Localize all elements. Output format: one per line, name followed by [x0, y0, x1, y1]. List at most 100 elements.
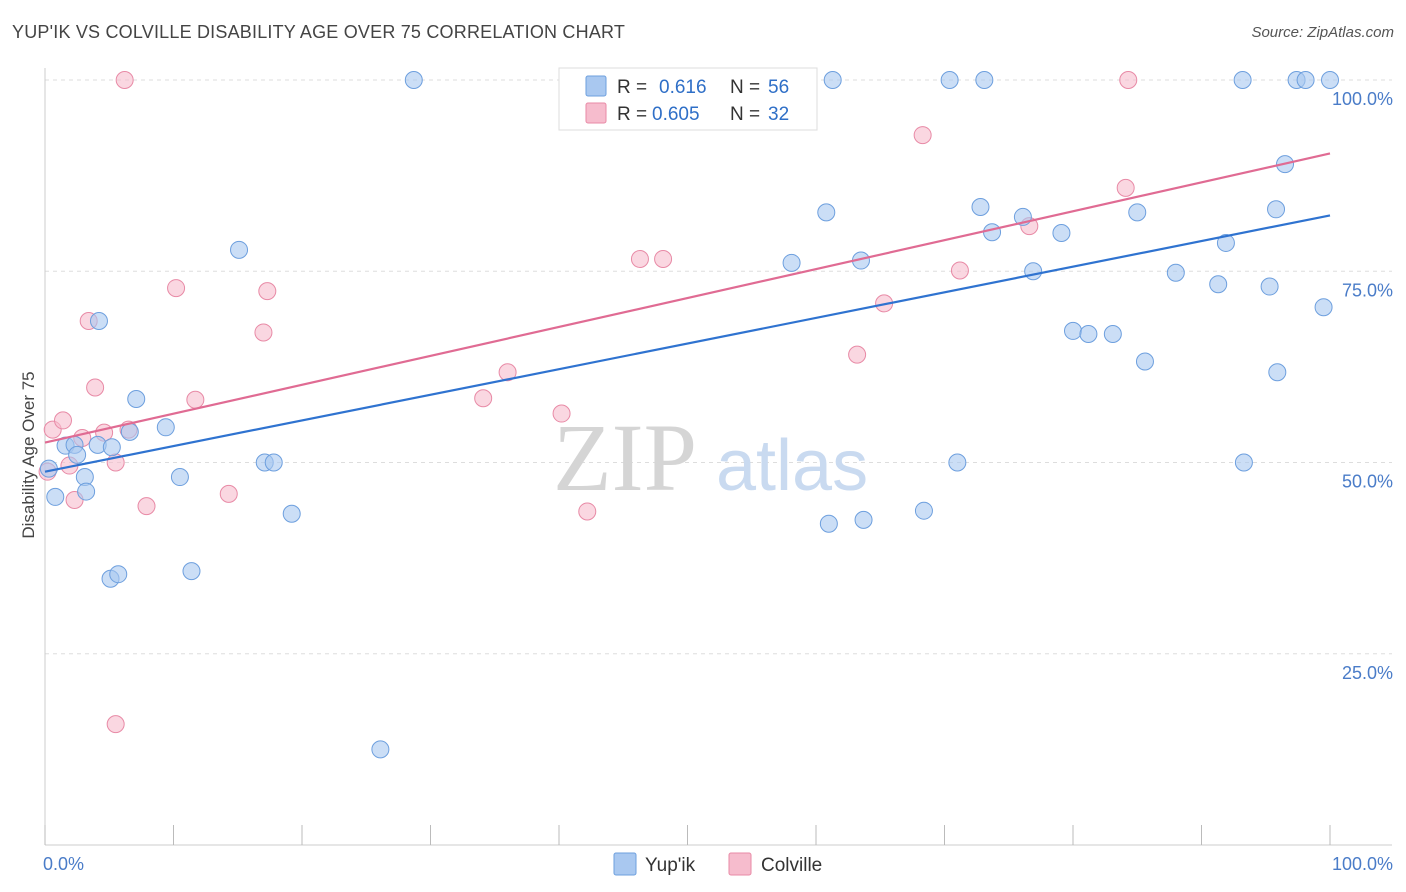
watermark: ZIP atlas: [553, 404, 868, 511]
legend-bottom-label-colville: Colville: [761, 855, 822, 876]
point-yupik: [282, 504, 301, 523]
point-colville: [137, 497, 156, 516]
chart-title: YUP'IK VS COLVILLE DISABILITY AGE OVER 7…: [12, 22, 626, 42]
point-yupik: [1234, 453, 1253, 472]
legend-n-value: 56: [768, 77, 789, 98]
point-colville: [498, 363, 517, 382]
point-colville: [53, 411, 72, 430]
trendlines: [44, 152, 1331, 473]
legend-r-value: 0.605: [652, 104, 700, 125]
trendline-colville: [44, 152, 1331, 444]
x-tick-labels: 0.0% 100.0%: [43, 854, 1393, 874]
point-yupik: [1260, 277, 1279, 296]
point-yupik: [1314, 298, 1333, 317]
y-tick-label: 75.0%: [1342, 280, 1393, 300]
point-yupik: [1233, 71, 1252, 89]
point-colville: [86, 378, 105, 397]
point-yupik: [1268, 363, 1287, 382]
points: [38, 71, 1339, 759]
point-yupik: [102, 438, 121, 457]
axes: [44, 68, 1392, 846]
point-yupik: [1128, 203, 1147, 222]
point-yupik: [971, 197, 990, 216]
point-colville: [106, 715, 125, 734]
point-colville: [848, 345, 867, 364]
point-colville: [950, 261, 969, 280]
point-yupik: [854, 510, 873, 529]
legend-r-value: 0.616: [659, 77, 707, 98]
point-colville: [1119, 71, 1138, 89]
source-credit: Source: ZipAtlas.com: [1251, 24, 1394, 41]
point-colville: [254, 323, 273, 342]
point-yupik: [1024, 262, 1043, 281]
legend-top: R = 0.616 N = 56 R = 0.605 N = 32: [558, 67, 818, 131]
point-yupik: [1052, 224, 1071, 242]
y-tick-labels: 100.0% 75.0% 50.0% 25.0%: [1332, 89, 1393, 683]
point-yupik: [819, 514, 838, 533]
watermark-atlas: atlas: [716, 426, 868, 506]
point-yupik: [1296, 71, 1315, 89]
point-yupik: [1135, 352, 1154, 371]
point-colville: [578, 502, 597, 521]
point-colville: [115, 71, 134, 89]
point-yupik: [817, 203, 836, 222]
point-yupik: [77, 482, 96, 501]
point-yupik: [404, 71, 423, 89]
legend-n-value: 32: [768, 104, 789, 125]
point-yupik: [170, 468, 189, 487]
point-yupik: [1267, 200, 1286, 219]
legend-n-label: N =: [730, 77, 760, 98]
point-colville: [630, 250, 649, 269]
point-yupik: [1103, 324, 1122, 343]
legend-n-label: N =: [730, 104, 760, 125]
point-yupik: [1216, 233, 1235, 252]
legend-bottom-swatch-colville: [728, 852, 752, 876]
point-yupik: [1209, 275, 1228, 294]
legend-bottom-label-yupik: Yup'ik: [645, 855, 696, 876]
legend-swatch-yupik: [585, 75, 607, 97]
point-yupik: [983, 223, 1002, 242]
point-colville: [167, 279, 186, 298]
watermark-zip: ZIP: [553, 404, 697, 511]
point-yupik: [109, 565, 128, 584]
trendline-yupik: [44, 214, 1331, 473]
point-yupik: [914, 501, 933, 520]
point-yupik: [975, 71, 994, 89]
point-yupik: [1079, 324, 1098, 343]
x-tick-label: 100.0%: [1332, 854, 1393, 874]
point-colville: [913, 126, 932, 145]
point-colville: [186, 390, 205, 409]
y-tick-label: 25.0%: [1342, 663, 1393, 683]
point-yupik: [89, 311, 108, 330]
legend-bottom-swatch-yupik: [613, 852, 637, 876]
point-yupik: [264, 453, 283, 472]
point-yupik: [156, 418, 175, 437]
point-yupik: [371, 740, 390, 759]
point-colville: [1116, 178, 1135, 197]
point-colville: [258, 282, 277, 301]
point-yupik: [1064, 321, 1082, 340]
point-colville: [552, 404, 571, 423]
point-yupik: [948, 453, 967, 472]
point-yupik: [1166, 263, 1185, 282]
gridlines: [45, 79, 1392, 655]
y-tick-label: 50.0%: [1342, 472, 1393, 492]
point-yupik: [182, 562, 201, 581]
legend-swatch-colville: [585, 102, 607, 124]
point-yupik: [823, 71, 842, 89]
x-tick-label: 0.0%: [43, 854, 84, 874]
point-yupik: [782, 253, 801, 272]
point-yupik: [940, 71, 959, 89]
point-colville: [654, 250, 673, 269]
legend-bottom: Yup'ik Colville: [613, 852, 822, 876]
y-tick-label: 100.0%: [1332, 89, 1393, 109]
point-colville: [219, 484, 238, 503]
point-yupik: [127, 390, 146, 409]
point-yupik: [46, 487, 65, 506]
legend-r-label: R =: [617, 77, 647, 98]
point-yupik: [68, 445, 87, 464]
point-yupik: [230, 240, 249, 259]
legend-r-label: R =: [617, 104, 647, 125]
point-yupik: [1321, 71, 1339, 89]
